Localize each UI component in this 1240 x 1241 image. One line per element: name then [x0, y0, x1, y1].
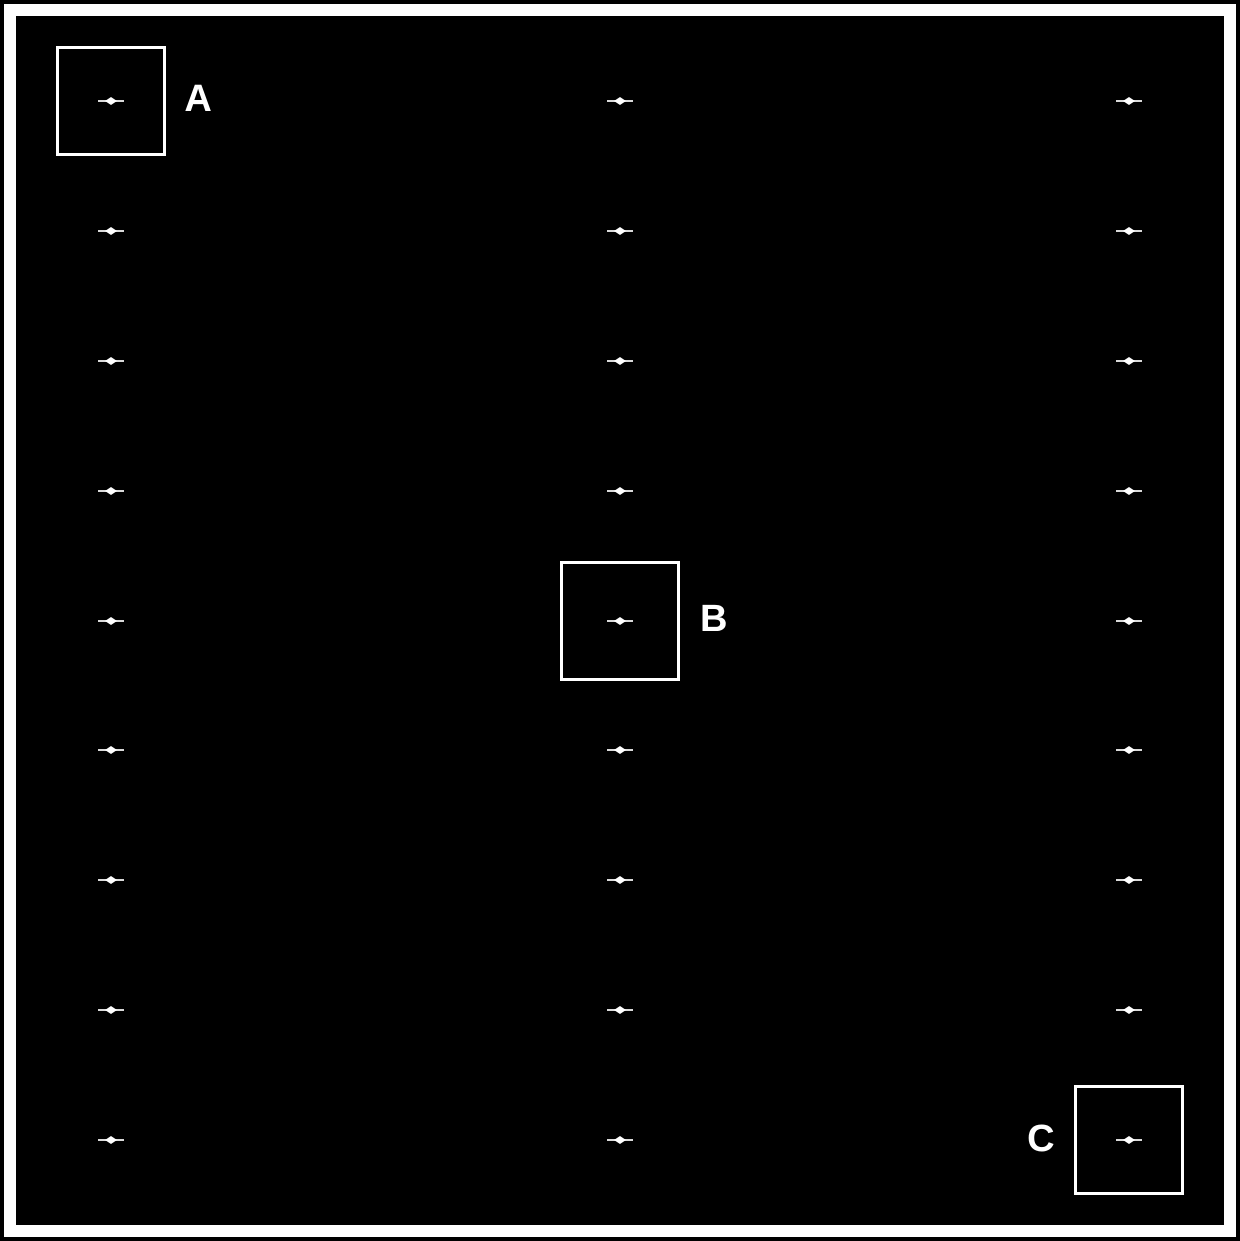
psf-glyph: [1116, 1003, 1142, 1017]
psf-glyph: [1116, 484, 1142, 498]
psf-glyph: [98, 354, 124, 368]
psf-glyph: [1116, 614, 1142, 628]
highlight-box-c: [1074, 1085, 1184, 1195]
psf-glyph: [98, 873, 124, 887]
psf-glyph: [1116, 94, 1142, 108]
psf-glyph: [1116, 354, 1142, 368]
psf-glyph: [1116, 224, 1142, 238]
psf-panel: A B C: [16, 16, 1224, 1225]
psf-glyph: [98, 224, 124, 238]
highlight-label-b: B: [700, 598, 727, 641]
psf-glyph: [1116, 873, 1142, 887]
psf-glyph: [1116, 743, 1142, 757]
psf-glyph: [98, 484, 124, 498]
psf-glyph: [98, 1133, 124, 1147]
psf-glyph: [607, 1133, 633, 1147]
psf-glyph: [607, 1003, 633, 1017]
psf-glyph: [607, 484, 633, 498]
psf-glyph: [607, 873, 633, 887]
psf-glyph: [607, 94, 633, 108]
psf-glyph: [607, 354, 633, 368]
highlight-box-b: [560, 561, 680, 681]
psf-glyph: [98, 1003, 124, 1017]
highlight-label-c: C: [1027, 1118, 1054, 1161]
psf-glyph: [98, 614, 124, 628]
figure-frame: A B C: [0, 0, 1240, 1241]
psf-glyph: [607, 743, 633, 757]
psf-glyph: [607, 224, 633, 238]
highlight-label-a: A: [184, 78, 211, 121]
highlight-box-a: [56, 46, 166, 156]
psf-glyph: [98, 743, 124, 757]
